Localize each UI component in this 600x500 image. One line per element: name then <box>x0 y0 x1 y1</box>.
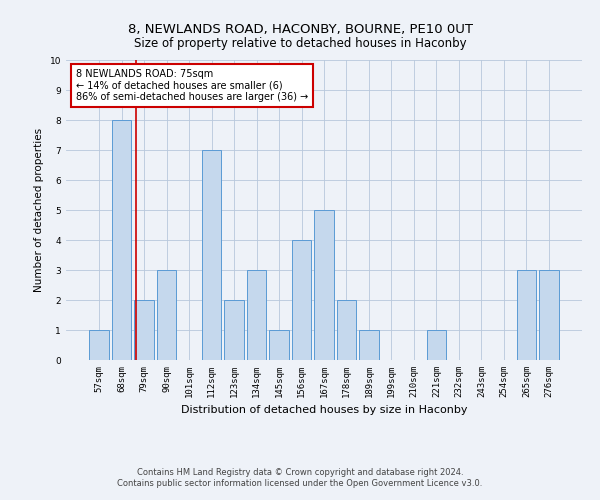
Bar <box>539 270 559 360</box>
Bar <box>427 330 446 360</box>
Bar <box>89 330 109 360</box>
Bar <box>157 270 176 360</box>
Bar <box>269 330 289 360</box>
Bar <box>224 300 244 360</box>
Bar <box>112 120 131 360</box>
Bar <box>247 270 266 360</box>
Bar <box>134 300 154 360</box>
X-axis label: Distribution of detached houses by size in Haconby: Distribution of detached houses by size … <box>181 406 467 415</box>
Bar <box>359 330 379 360</box>
Y-axis label: Number of detached properties: Number of detached properties <box>34 128 44 292</box>
Text: Contains HM Land Registry data © Crown copyright and database right 2024.
Contai: Contains HM Land Registry data © Crown c… <box>118 468 482 487</box>
Text: 8, NEWLANDS ROAD, HACONBY, BOURNE, PE10 0UT: 8, NEWLANDS ROAD, HACONBY, BOURNE, PE10 … <box>128 22 473 36</box>
Bar <box>202 150 221 360</box>
Text: Size of property relative to detached houses in Haconby: Size of property relative to detached ho… <box>134 38 466 51</box>
Text: 8 NEWLANDS ROAD: 75sqm
← 14% of detached houses are smaller (6)
86% of semi-deta: 8 NEWLANDS ROAD: 75sqm ← 14% of detached… <box>76 69 308 102</box>
Bar <box>292 240 311 360</box>
Bar <box>337 300 356 360</box>
Bar <box>314 210 334 360</box>
Bar <box>517 270 536 360</box>
